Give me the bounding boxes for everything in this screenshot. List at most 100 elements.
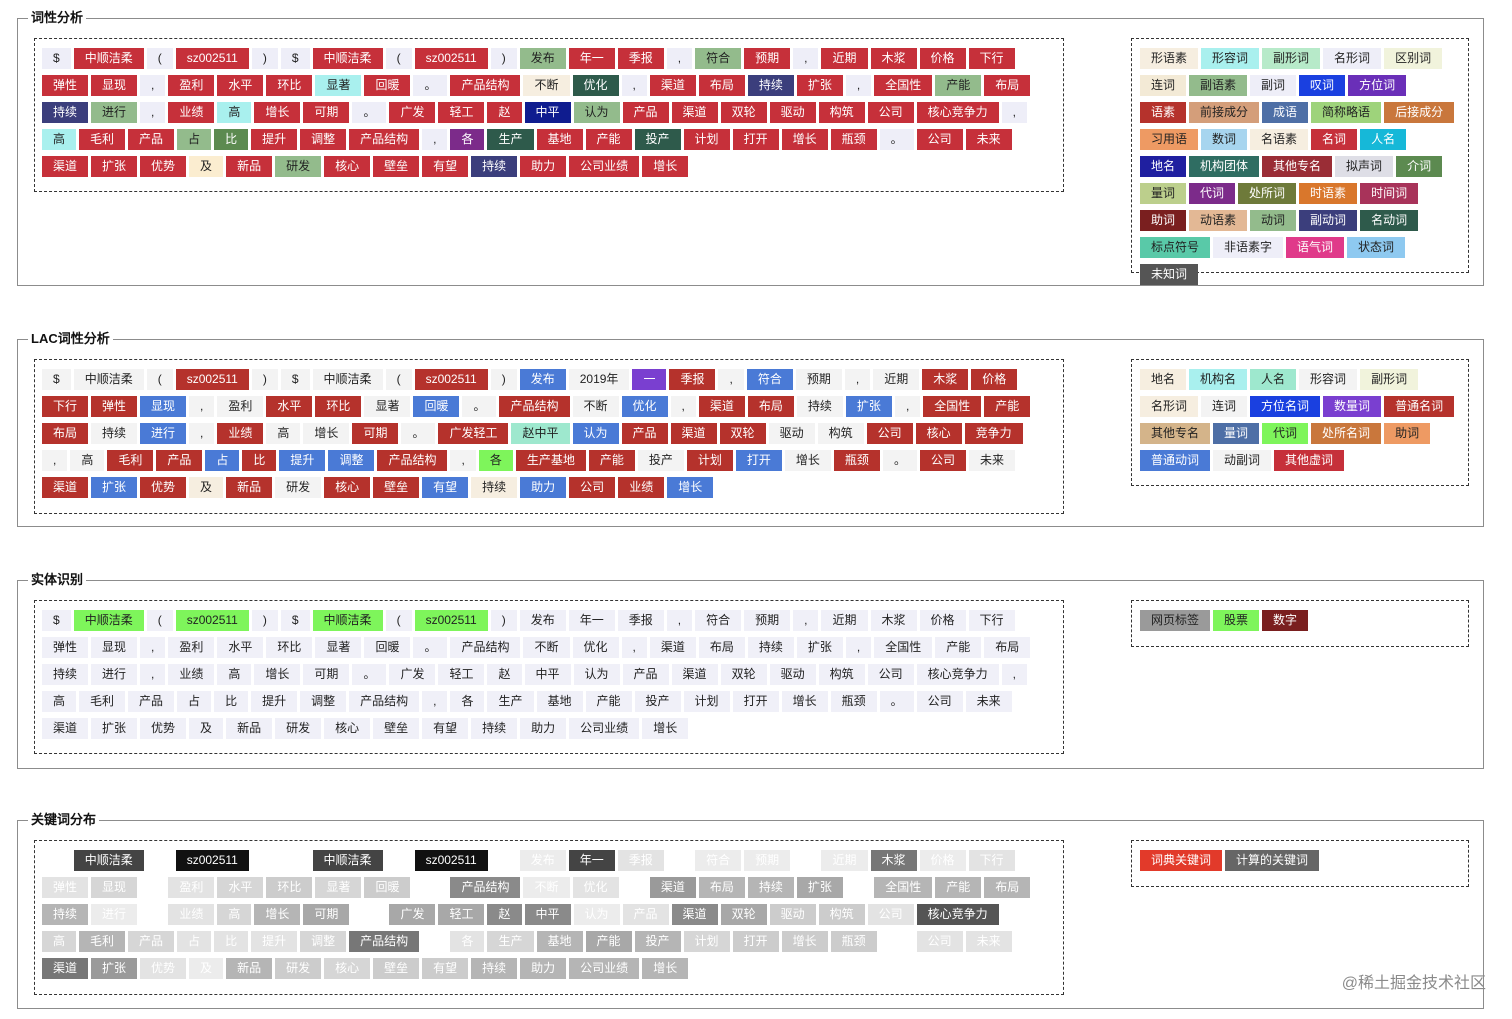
token-chip: 有望	[422, 477, 469, 498]
legend-chip: 动副词	[1213, 450, 1272, 471]
token-chip: 。	[462, 396, 497, 417]
token-chip: 生产基地	[515, 450, 586, 471]
token-chip: 广发轻工	[438, 423, 509, 444]
token-chip: )	[251, 850, 278, 871]
token-chip: 驱动	[769, 664, 816, 685]
token-chip: 打开	[732, 691, 779, 712]
token-chip: 产能	[935, 877, 982, 898]
legend-chip: 副词	[1250, 75, 1297, 96]
token-chip: 价格	[919, 610, 966, 631]
token-chip: 扩张	[796, 637, 843, 658]
legend-chip: 形容词	[1299, 369, 1358, 390]
token-chip: 中顺洁柔	[73, 369, 144, 390]
token-chip: 调整	[300, 691, 347, 712]
token-chip: 产能	[585, 691, 632, 712]
token-chip: $	[280, 48, 310, 69]
token-chip: )	[490, 369, 517, 390]
kw-legend-box: 词典关键词 计算的关键词	[1131, 840, 1469, 887]
token-chip: 优势	[140, 477, 187, 498]
lac-token-box: $ 中顺洁柔(sz002511) $ 中顺洁柔(sz002511) 发布 2019年一季报…	[34, 359, 1064, 514]
token-chip: 。	[352, 904, 387, 925]
token-chip: 产能	[935, 75, 982, 96]
token-chip: 调整	[300, 931, 347, 952]
token-chip: 打开	[735, 450, 782, 471]
token-chip: 预期	[744, 610, 791, 631]
token-chip: 扩张	[91, 477, 138, 498]
token-chip: 未来	[965, 691, 1012, 712]
token-chip: ,	[894, 396, 921, 417]
kw-token-box: $ 中顺洁柔(sz002511) $ 中顺洁柔(sz002511) 发布 年一 季报, 符合预…	[34, 840, 1064, 995]
token-chip: 弹性	[42, 877, 89, 898]
token-chip: 持续	[91, 423, 138, 444]
token-chip: 核心	[915, 423, 962, 444]
token-chip: $	[42, 369, 71, 390]
token-chip: 计划	[683, 931, 730, 952]
token-chip: 年一	[568, 48, 615, 69]
legend-chip: 机构名	[1189, 369, 1248, 390]
token-chip: 赵	[487, 904, 522, 925]
token-chip: )	[251, 369, 278, 390]
token-chip: sz002511	[175, 610, 249, 631]
token-chip: 各	[450, 129, 485, 150]
pos-token-box: $ 中顺洁柔(sz002511) $ 中顺洁柔(sz002511) 发布 年一 季报, 符合预…	[34, 38, 1064, 192]
token-chip: 符合	[695, 610, 742, 631]
token-chip: 调整	[328, 450, 375, 471]
token-chip: 持续	[747, 637, 794, 658]
token-chip: 优化	[572, 877, 619, 898]
token-chip: 公司	[916, 931, 963, 952]
token-chip: 公司	[867, 102, 914, 123]
token-chip: 布局	[984, 75, 1031, 96]
token-chip: 打开	[732, 129, 779, 150]
token-chip: 全国性	[923, 396, 982, 417]
token-chip: ,	[189, 396, 215, 417]
token-chip: 生产	[487, 691, 534, 712]
token-chip: 新品	[226, 718, 273, 739]
legend-chip: 处所词	[1238, 183, 1297, 204]
token-chip: $	[280, 369, 310, 390]
token-chip: 增长	[254, 904, 301, 925]
token-chip: 赵中平	[511, 423, 570, 444]
token-chip: ,	[189, 423, 215, 444]
token-chip: 占	[205, 450, 240, 471]
token-chip: 布局	[984, 637, 1031, 658]
token-chip: 构筑	[818, 904, 865, 925]
token-chip: 比	[214, 129, 249, 150]
token-chip: 轻工	[438, 904, 485, 925]
token-chip: 公司	[867, 664, 914, 685]
token-chip: 发布	[519, 369, 566, 390]
token-chip: 可期	[303, 904, 350, 925]
token-chip: 认为	[572, 423, 619, 444]
token-chip: 研发	[275, 718, 322, 739]
token-chip: 发布	[519, 610, 566, 631]
token-chip: 季报	[617, 48, 664, 69]
token-chip: 盈利	[168, 75, 215, 96]
token-chip: ,	[621, 877, 647, 898]
token-chip: 比	[214, 931, 249, 952]
token-chip: 公司业绩	[569, 718, 640, 739]
token-chip: 持续	[42, 664, 89, 685]
legend-chip: 地名	[1140, 156, 1187, 177]
token-chip: ,	[793, 48, 819, 69]
token-chip: ,	[670, 396, 696, 417]
legend-chip: 地名	[1140, 369, 1187, 390]
legend-chip: 副形词	[1360, 369, 1419, 390]
token-chip: 水平	[266, 396, 313, 417]
token-chip: 产能	[984, 396, 1031, 417]
token-chip: 。	[352, 102, 387, 123]
token-chip: 助力	[520, 156, 567, 177]
token-chip: 增长	[642, 958, 689, 979]
legend-chip: 形语素	[1140, 48, 1199, 69]
lac-panel-title: LAC词性分析	[28, 330, 113, 348]
token-chip: 增长	[781, 691, 828, 712]
token-chip: 。	[413, 877, 448, 898]
token-chip: 新品	[226, 477, 273, 498]
legend-chip: 词典关键词	[1140, 850, 1223, 871]
token-chip: $	[42, 610, 71, 631]
token-chip: 布局	[698, 75, 745, 96]
token-chip: 双轮	[720, 904, 767, 925]
token-chip: 未来	[968, 450, 1015, 471]
legend-chip: 动语素	[1189, 210, 1248, 231]
token-chip: 基地	[536, 129, 583, 150]
legend-chip: 时间词	[1360, 183, 1419, 204]
token-chip: 扩张	[796, 877, 843, 898]
